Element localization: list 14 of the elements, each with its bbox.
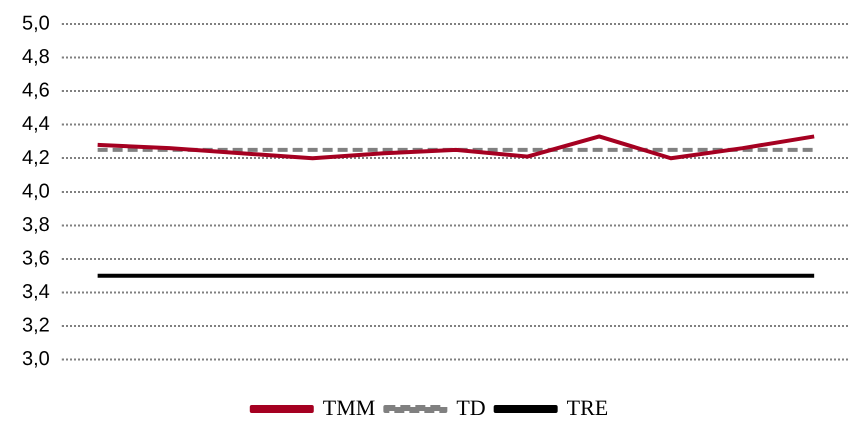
y-tick-label: 5,0 (22, 12, 50, 35)
y-tick-label: 3,6 (22, 247, 50, 270)
y-tick-label: 4,6 (22, 80, 50, 102)
legend-label: TD (456, 394, 486, 420)
y-tick-label: 3,2 (22, 314, 50, 337)
y-tick-label: 4,8 (22, 46, 50, 68)
legend-label: TMM (322, 394, 376, 420)
y-tick-label: 3,4 (22, 280, 50, 303)
legend-label: TRE (566, 394, 608, 420)
y-tick-label: 4,0 (22, 180, 50, 202)
y-tick-label: 3,8 (22, 214, 50, 236)
y-tick-label: 4,2 (22, 146, 50, 169)
y-tick-label: 4,4 (22, 113, 50, 136)
y-tick-label: 3,0 (22, 348, 50, 370)
